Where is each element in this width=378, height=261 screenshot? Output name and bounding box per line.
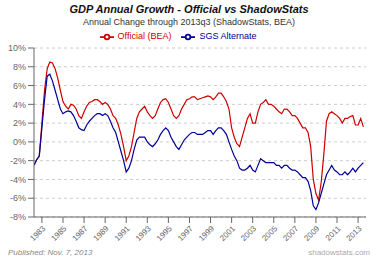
svg-text:6%: 6%	[13, 81, 26, 91]
svg-text:-2%: -2%	[10, 156, 26, 166]
svg-text:2001: 2001	[218, 224, 237, 243]
svg-text:2003: 2003	[239, 224, 258, 243]
svg-text:0%: 0%	[13, 137, 26, 147]
svg-text:8%: 8%	[13, 62, 26, 72]
svg-text:2%: 2%	[13, 118, 26, 128]
html-text:shadowstats.com: shadowstats.com	[308, 248, 370, 257]
svg-text:1989: 1989	[92, 224, 111, 243]
html-text:Official (BEA): Official (BEA)	[117, 31, 172, 42]
svg-text:1985: 1985	[49, 224, 68, 243]
svg-text:-8%: -8%	[10, 212, 26, 222]
html-text:Published: Nov. 7, 2013: Published: Nov. 7, 2013	[8, 248, 93, 257]
svg-text:-4%: -4%	[10, 175, 26, 185]
svg-text:1997: 1997	[176, 224, 195, 243]
svg-text:1993: 1993	[134, 224, 153, 243]
svg-text:10%: 10%	[8, 43, 26, 53]
svg-text:1987: 1987	[71, 224, 90, 243]
html-text:GDP Annual Growth - Official v: GDP Annual Growth - Official vs ShadowSt…	[69, 3, 309, 15]
html-text:SGS Alternate: SGS Alternate	[199, 31, 257, 42]
html-text:Annual Change through 2013q3 (: Annual Change through 2013q3 (ShadowStat…	[82, 17, 296, 27]
svg-text:4%: 4%	[13, 100, 26, 110]
svg-text:1995: 1995	[155, 224, 174, 243]
svg-text:2013: 2013	[345, 224, 364, 243]
svg-text:2007: 2007	[281, 224, 300, 243]
svg-text:2011: 2011	[324, 224, 343, 243]
svg-text:-6%: -6%	[10, 193, 26, 203]
svg-text:1991: 1991	[113, 224, 132, 243]
svg-text:1983: 1983	[28, 224, 47, 243]
svg-text:2005: 2005	[260, 224, 279, 243]
svg-text:1999: 1999	[197, 224, 216, 243]
svg-text:2009: 2009	[302, 224, 321, 243]
